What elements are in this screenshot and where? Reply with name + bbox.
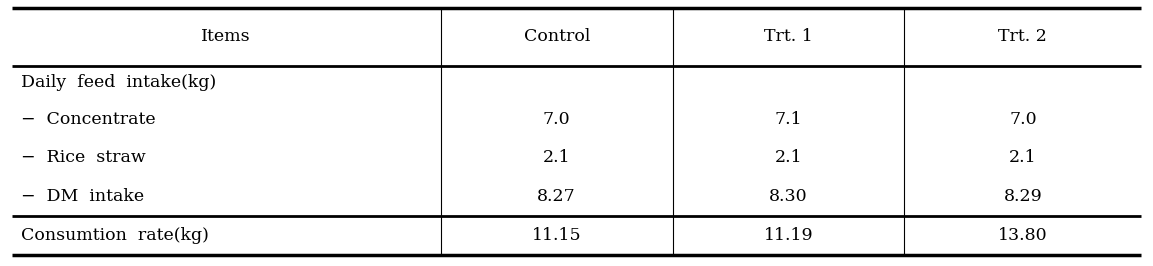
Text: −  Rice  straw: − Rice straw [21, 149, 145, 167]
Text: 8.29: 8.29 [1003, 188, 1042, 205]
Text: 8.27: 8.27 [537, 188, 576, 205]
Text: 8.30: 8.30 [769, 188, 807, 205]
Text: Control: Control [523, 28, 590, 45]
Text: 11.19: 11.19 [763, 227, 813, 244]
Text: 2.1: 2.1 [543, 149, 571, 167]
Text: Items: Items [202, 28, 251, 45]
Text: −  DM  intake: − DM intake [21, 188, 144, 205]
Text: Consumtion  rate(kg): Consumtion rate(kg) [21, 227, 209, 244]
Text: −  Concentrate: − Concentrate [21, 111, 156, 127]
Text: Daily  feed  intake(kg): Daily feed intake(kg) [21, 74, 216, 91]
Text: 11.15: 11.15 [532, 227, 581, 244]
Text: 2.1: 2.1 [1009, 149, 1037, 167]
Text: 13.80: 13.80 [998, 227, 1048, 244]
Text: 7.0: 7.0 [1009, 111, 1037, 127]
Text: 7.0: 7.0 [543, 111, 571, 127]
Text: Trt. 1: Trt. 1 [764, 28, 813, 45]
Text: 7.1: 7.1 [775, 111, 802, 127]
Text: 2.1: 2.1 [775, 149, 802, 167]
Text: Trt. 2: Trt. 2 [998, 28, 1047, 45]
